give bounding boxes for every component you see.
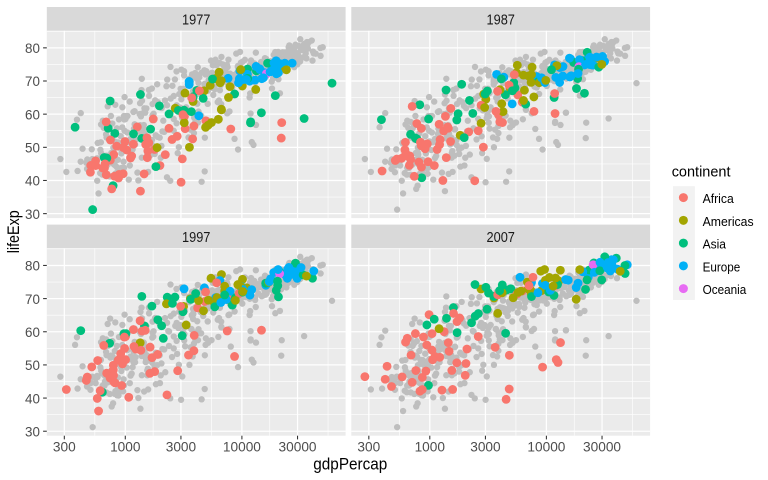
- svg-text:50: 50: [25, 141, 40, 156]
- svg-text:1977: 1977: [182, 12, 210, 28]
- svg-text:lifeExp: lifeExp: [5, 210, 23, 253]
- svg-text:Asia: Asia: [703, 237, 727, 252]
- svg-text:300: 300: [357, 440, 380, 455]
- svg-text:300: 300: [53, 440, 76, 455]
- svg-text:70: 70: [25, 292, 40, 307]
- svg-text:1997: 1997: [182, 230, 210, 246]
- svg-text:continent: continent: [672, 164, 732, 181]
- svg-text:3000: 3000: [166, 440, 197, 455]
- svg-text:30: 30: [25, 207, 40, 222]
- svg-text:1000: 1000: [415, 440, 446, 455]
- svg-text:40: 40: [25, 391, 40, 406]
- svg-text:30000: 30000: [279, 440, 317, 455]
- svg-text:30: 30: [25, 424, 40, 439]
- svg-text:gdpPercap: gdpPercap: [313, 456, 387, 474]
- svg-text:Europe: Europe: [703, 259, 741, 274]
- svg-text:2007: 2007: [487, 230, 515, 246]
- svg-text:Americas: Americas: [703, 214, 754, 229]
- svg-text:80: 80: [25, 259, 40, 274]
- svg-text:50: 50: [25, 358, 40, 373]
- svg-text:40: 40: [25, 174, 40, 189]
- svg-text:10000: 10000: [223, 440, 261, 455]
- svg-text:30000: 30000: [583, 440, 621, 455]
- svg-text:1000: 1000: [110, 440, 141, 455]
- svg-text:80: 80: [25, 41, 40, 56]
- svg-text:70: 70: [25, 74, 40, 89]
- svg-text:Oceania: Oceania: [703, 282, 747, 297]
- svg-text:Africa: Africa: [703, 191, 735, 206]
- svg-text:60: 60: [25, 107, 40, 122]
- svg-text:10000: 10000: [527, 440, 565, 455]
- svg-text:60: 60: [25, 325, 40, 340]
- svg-text:1987: 1987: [487, 12, 515, 28]
- svg-text:3000: 3000: [470, 440, 501, 455]
